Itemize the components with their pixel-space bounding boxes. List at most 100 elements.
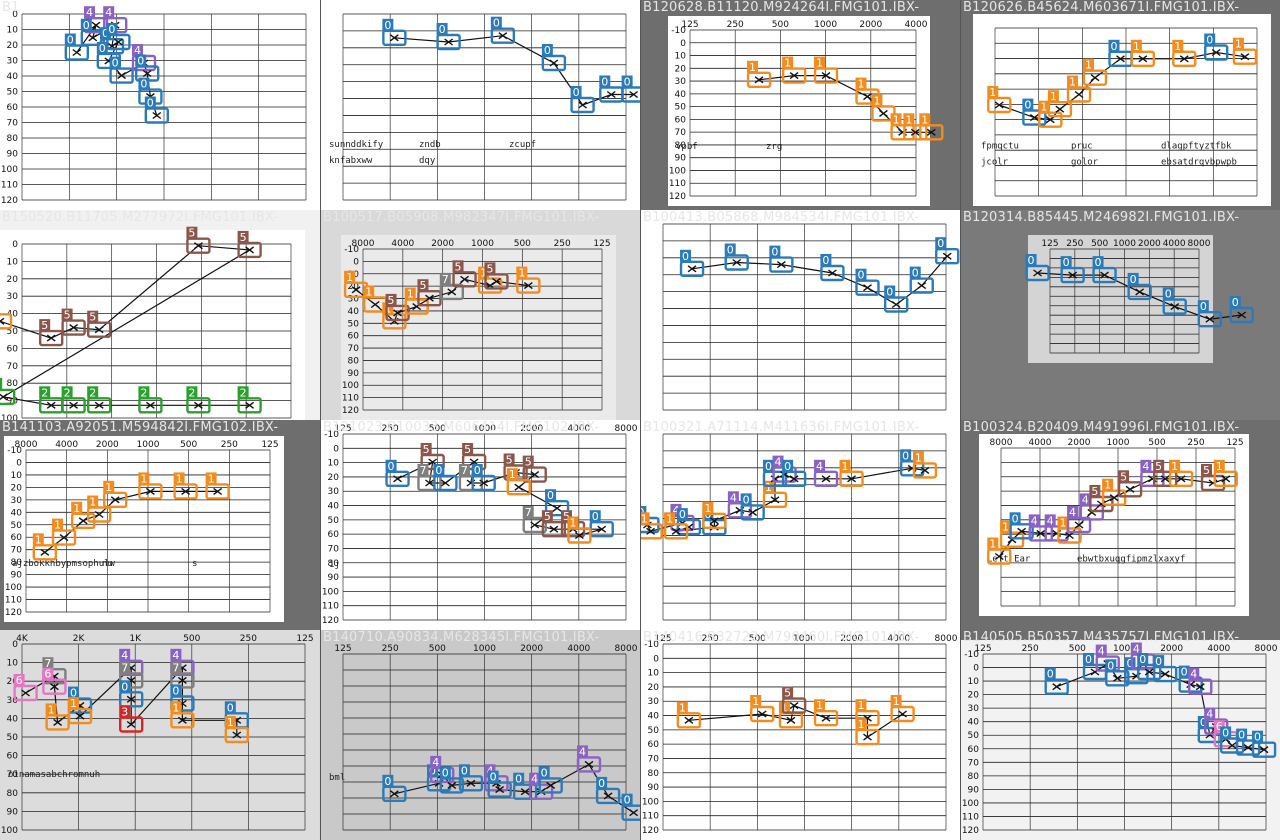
detection-mark[interactable]: 0: [595, 776, 621, 805]
detection-mark[interactable]: 4: [1188, 667, 1213, 695]
detection-mark[interactable]: 0: [1203, 33, 1229, 61]
detection-mark[interactable]: 2: [0, 377, 16, 406]
detection-mark[interactable]: 0: [541, 44, 567, 72]
detection-mark[interactable]: 0: [769, 245, 794, 273]
detection-mark[interactable]: 1: [641, 512, 663, 540]
audiogram-tile[interactable]: -10 0 10 20 30 40 50 60 70 80 90 100 110 120 125 250 500…: [321, 420, 640, 630]
detection-mark[interactable]: 0: [1219, 726, 1245, 754]
detection-mark[interactable]: 1: [781, 56, 807, 84]
detection-mark[interactable]: 5: [39, 319, 64, 347]
detection-mark[interactable]: 0: [621, 793, 640, 821]
detection-mark[interactable]: 1: [1082, 59, 1108, 86]
detection-mark[interactable]: 7: [458, 464, 484, 492]
detection-mark[interactable]: 0: [471, 464, 496, 492]
detection-mark[interactable]: 0: [1229, 296, 1254, 324]
detection-mark[interactable]: 5: [541, 510, 567, 538]
detection-mark[interactable]: 1: [1066, 75, 1092, 103]
detection-mark[interactable]: 0: [1105, 659, 1130, 687]
detection-mark[interactable]: 0: [855, 268, 880, 296]
detection-mark[interactable]: 5: [452, 260, 477, 288]
detection-mark[interactable]: 1: [987, 537, 1012, 565]
detection-mark[interactable]: 0: [883, 285, 909, 313]
audiogram-tile[interactable]: -10 0 10 20 30 40 50 60 70 80 90 100 110 120 125 250 500…: [961, 630, 1280, 840]
detection-mark[interactable]: 0: [118, 680, 144, 708]
detection-mark[interactable]: 0: [436, 23, 461, 51]
audiogram-tile[interactable]: -100102030405060708090100110120800040002…: [321, 210, 640, 420]
audiogram-tile[interactable]: 01401014010404101B100321.A71114.M411636I…: [641, 420, 960, 630]
audiogram-tile[interactable]: 1252505001000200040008000bml004004004040…: [321, 630, 640, 840]
detection-mark[interactable]: 2: [61, 386, 86, 414]
detection-mark[interactable]: 7: [439, 272, 464, 301]
audiogram-tile[interactable]: -10 0 10 20 30 40 50 60 70 80 90 100 110 120 125 250 500…: [641, 630, 960, 840]
detection-mark[interactable]: 1: [1130, 39, 1156, 67]
detection-mark[interactable]: 2: [186, 386, 211, 414]
detection-mark[interactable]: 1: [102, 480, 128, 509]
detection-mark[interactable]: 1: [138, 472, 163, 500]
detection-mark[interactable]: 1: [1038, 100, 1063, 128]
audiogram-tile[interactable]: 125 250 500 1000 2000 4000 8000 0 0 0 0 0 0 0 B120314.…: [961, 210, 1280, 420]
detection-mark[interactable]: 0: [679, 249, 705, 277]
detection-mark[interactable]: 0: [1251, 730, 1277, 758]
detection-mark[interactable]: 0: [433, 464, 458, 492]
audiogram-tile[interactable]: 0 10 20 30 40 50 60 70 80 90 100 1 5 5 5 5 5 2 2 2 2 2 2 2 B1505…: [0, 210, 320, 420]
detection-mark[interactable]: 7: [417, 464, 442, 492]
audiogram-tile[interactable]: 0 10 20 30 40 50 60 70 80 90 100 110 120 0 4 0 4 0 0 0 0 4 0 0 0…: [0, 0, 320, 210]
detection-mark[interactable]: 1: [404, 287, 429, 315]
audiogram-tile[interactable]: -10 0 10 20 30 40 50 60 70 80 90 100 110 120 125 250 500…: [641, 0, 960, 210]
detection-mark[interactable]: 1: [890, 695, 915, 723]
detection-mark[interactable]: 1: [676, 701, 702, 729]
detection-mark[interactable]: 7: [170, 661, 195, 689]
detection-mark[interactable]: 0: [1162, 287, 1187, 315]
detection-mark[interactable]: 3: [118, 705, 144, 733]
detection-mark[interactable]: 6: [42, 667, 67, 695]
detection-mark[interactable]: 1: [663, 512, 689, 540]
detection-mark[interactable]: 0: [382, 18, 407, 46]
detection-mark[interactable]: 4: [813, 459, 839, 487]
audiogram-tile[interactable]: 0 0 0 0 0 0 0 0 B100413.B05868.M984534I.FMG101.I…: [641, 210, 960, 420]
detection-mark[interactable]: 1: [67, 697, 93, 725]
detection-mark[interactable]: 1: [1057, 516, 1082, 544]
detection-mark[interactable]: 1: [86, 495, 112, 523]
detection-mark[interactable]: 5: [186, 226, 211, 254]
detection-mark[interactable]: 0: [64, 33, 90, 61]
detection-mark[interactable]: 1: [987, 86, 1012, 114]
detection-mark[interactable]: 0: [909, 266, 934, 294]
detection-mark[interactable]: 0: [512, 772, 538, 800]
detection-mark[interactable]: 1: [912, 451, 938, 479]
detection-mark[interactable]: 5: [1117, 470, 1143, 498]
detection-mark[interactable]: 0: [570, 86, 595, 114]
detection-mark[interactable]: 1: [903, 113, 928, 141]
detection-mark[interactable]: 2: [237, 386, 262, 414]
detection-mark[interactable]: 5: [1152, 459, 1178, 487]
detection-mark[interactable]: 1: [506, 468, 531, 496]
detection-mark[interactable]: 0: [1022, 98, 1047, 126]
detection-mark[interactable]: 0: [1137, 653, 1162, 681]
detection-mark[interactable]: 5: [781, 686, 807, 714]
detection-mark[interactable]: 1: [0, 302, 13, 330]
detection-mark[interactable]: 0: [109, 56, 134, 84]
detection-mark[interactable]: 0: [1127, 272, 1152, 301]
audiogram-tile[interactable]: 8000 4000 2000 1000 500 250 125 Left Ear ebwtbxu…: [961, 420, 1280, 630]
detection-mark[interactable]: 4: [576, 745, 602, 773]
detection-mark[interactable]: 0: [820, 254, 845, 282]
detection-mark[interactable]: 2: [86, 386, 112, 414]
detection-mark[interactable]: 5: [61, 308, 86, 336]
detection-mark[interactable]: 1: [567, 516, 592, 544]
detection-mark[interactable]: 1: [205, 472, 230, 500]
detection-mark[interactable]: 5: [484, 262, 509, 290]
detection-mark[interactable]: 0: [458, 764, 484, 792]
detection-mark[interactable]: 1: [919, 113, 944, 141]
detection-mark[interactable]: 0: [1009, 512, 1034, 540]
detection-mark[interactable]: 1: [170, 701, 195, 729]
detection-mark[interactable]: 5: [420, 443, 445, 471]
detection-mark[interactable]: 4: [1066, 506, 1092, 534]
detection-mark[interactable]: 1: [702, 501, 727, 530]
detection-mark[interactable]: 1: [51, 518, 77, 546]
detection-mark[interactable]: 1: [1213, 459, 1238, 487]
detection-mark[interactable]: 0: [144, 96, 170, 124]
detection-mark[interactable]: 0: [1197, 300, 1223, 328]
detection-mark[interactable]: 1: [813, 699, 839, 727]
audiogram-tile[interactable]: sunnddkify zndb zcupf knfabxww dqy 0 0 0 0 0 0 0: [321, 0, 640, 210]
detection-mark[interactable]: 0: [382, 774, 407, 803]
